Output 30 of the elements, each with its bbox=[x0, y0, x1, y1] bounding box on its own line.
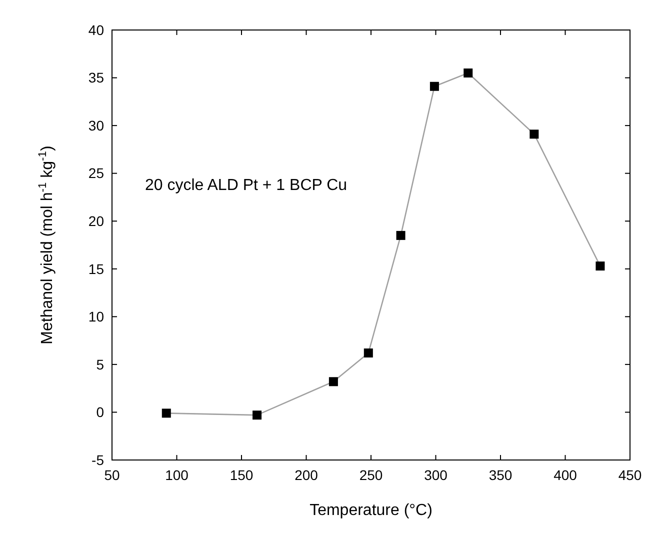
x-axis-title: Temperature (°C) bbox=[310, 502, 432, 519]
x-tick-label: 400 bbox=[554, 467, 578, 483]
point bbox=[396, 230, 406, 240]
y-tick-label: 25 bbox=[88, 165, 104, 182]
x-tick-label: 350 bbox=[488, 467, 512, 483]
x-tick-label: 150 bbox=[230, 467, 254, 483]
y-tick-label: 5 bbox=[96, 356, 104, 372]
y-tick-label: 20 bbox=[88, 213, 104, 230]
x-tick-label: 200 bbox=[294, 467, 318, 483]
x-tick-label: 250 bbox=[359, 467, 383, 483]
y-tick-label: 35 bbox=[88, 70, 104, 86]
y-tick-label: 30 bbox=[88, 117, 104, 134]
y-tick-label: 40 bbox=[88, 22, 104, 38]
x-tick-label: 50 bbox=[104, 467, 120, 483]
y-tick-label: 10 bbox=[88, 308, 104, 325]
y-tick-label: -5 bbox=[92, 452, 104, 468]
point bbox=[596, 262, 605, 271]
point bbox=[162, 408, 171, 418]
y-tick-label: 15 bbox=[88, 260, 104, 277]
y-tick-label: 0 bbox=[96, 404, 104, 420]
point bbox=[364, 348, 373, 358]
annotation: 20 cycle ALD Pt + 1 BCP Cu bbox=[145, 177, 348, 194]
point bbox=[530, 130, 539, 139]
x-tick-label: 300 bbox=[424, 467, 448, 483]
point bbox=[430, 82, 439, 91]
x-tick-label: 100 bbox=[165, 467, 189, 483]
point bbox=[328, 377, 338, 386]
point bbox=[464, 68, 473, 78]
x-tick-label: 450 bbox=[618, 467, 642, 483]
point bbox=[252, 410, 262, 420]
